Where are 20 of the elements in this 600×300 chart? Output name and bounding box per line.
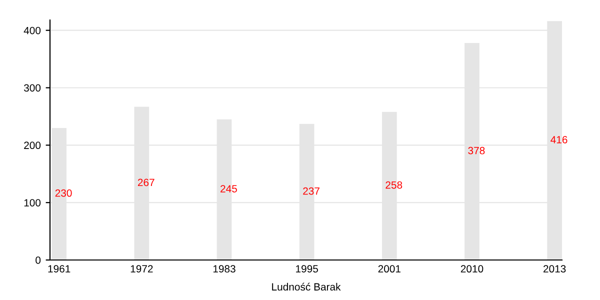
- y-tick-label: 400: [24, 26, 41, 34]
- data-label: 245: [220, 185, 237, 192]
- x-tick-label: 1972: [130, 265, 153, 273]
- x-tick-label: 1995: [296, 265, 318, 273]
- data-label: 267: [138, 178, 154, 186]
- x-tick-label: 2013: [544, 265, 566, 273]
- data-label: 258: [386, 181, 402, 189]
- data-label: 378: [468, 146, 485, 154]
- x-tick-label: 1983: [213, 265, 236, 273]
- x-axis-title: Ludność Barak: [272, 282, 341, 291]
- x-tick-label: 2001: [378, 265, 400, 273]
- y-tick-label: 0: [36, 256, 41, 264]
- data-label: 237: [303, 187, 320, 195]
- y-tick-label: 200: [24, 142, 41, 150]
- x-tick-label: 2010: [460, 265, 484, 273]
- data-label: 230: [55, 189, 72, 197]
- x-tick-label: 1961: [48, 265, 70, 273]
- data-label: 416: [550, 136, 568, 144]
- y-tick-label: 300: [24, 84, 41, 92]
- y-tick-label: 100: [24, 199, 41, 206]
